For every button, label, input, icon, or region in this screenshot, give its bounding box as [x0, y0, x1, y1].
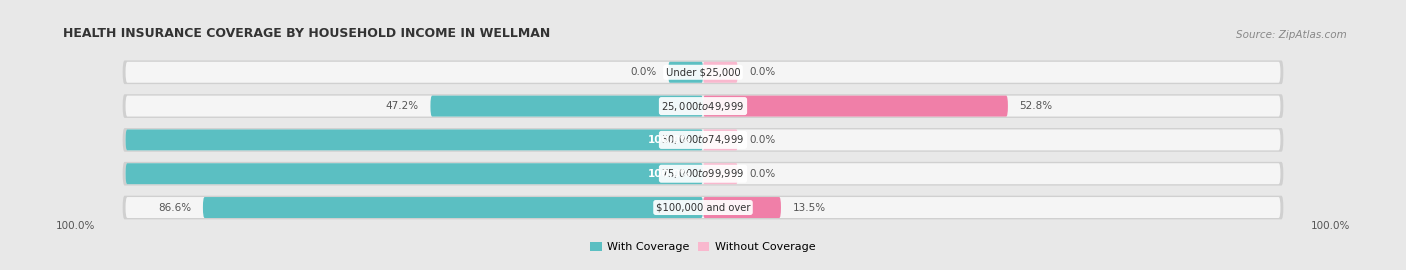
Text: $75,000 to $99,999: $75,000 to $99,999 [661, 167, 745, 180]
Text: 0.0%: 0.0% [630, 67, 657, 77]
Text: 0.0%: 0.0% [749, 67, 776, 77]
FancyBboxPatch shape [125, 62, 1281, 83]
Text: HEALTH INSURANCE COVERAGE BY HOUSEHOLD INCOME IN WELLMAN: HEALTH INSURANCE COVERAGE BY HOUSEHOLD I… [63, 26, 550, 39]
FancyBboxPatch shape [202, 197, 703, 218]
FancyBboxPatch shape [125, 96, 1281, 117]
Text: 0.0%: 0.0% [749, 169, 776, 179]
Text: Under $25,000: Under $25,000 [665, 67, 741, 77]
FancyBboxPatch shape [703, 197, 780, 218]
FancyBboxPatch shape [703, 129, 738, 150]
FancyBboxPatch shape [125, 163, 703, 184]
Legend: With Coverage, Without Coverage: With Coverage, Without Coverage [586, 237, 820, 256]
Text: Source: ZipAtlas.com: Source: ZipAtlas.com [1236, 29, 1347, 39]
Text: 100.0%: 100.0% [648, 135, 692, 145]
Text: 52.8%: 52.8% [1019, 101, 1053, 111]
FancyBboxPatch shape [703, 62, 738, 83]
Text: $25,000 to $49,999: $25,000 to $49,999 [661, 100, 745, 113]
Text: 13.5%: 13.5% [793, 202, 825, 212]
Text: $100,000 and over: $100,000 and over [655, 202, 751, 212]
FancyBboxPatch shape [125, 129, 1281, 150]
FancyBboxPatch shape [125, 129, 703, 150]
Text: 100.0%: 100.0% [1310, 221, 1350, 231]
Text: 47.2%: 47.2% [385, 101, 419, 111]
FancyBboxPatch shape [703, 163, 738, 184]
FancyBboxPatch shape [668, 62, 703, 83]
FancyBboxPatch shape [703, 96, 1008, 117]
Text: 86.6%: 86.6% [159, 202, 191, 212]
FancyBboxPatch shape [122, 128, 1284, 152]
FancyBboxPatch shape [430, 96, 703, 117]
Text: $50,000 to $74,999: $50,000 to $74,999 [661, 133, 745, 146]
FancyBboxPatch shape [125, 197, 1281, 218]
Text: 100.0%: 100.0% [648, 169, 692, 179]
FancyBboxPatch shape [122, 196, 1284, 219]
FancyBboxPatch shape [122, 162, 1284, 185]
Text: 100.0%: 100.0% [56, 221, 96, 231]
FancyBboxPatch shape [122, 94, 1284, 118]
FancyBboxPatch shape [122, 60, 1284, 84]
FancyBboxPatch shape [125, 163, 1281, 184]
Text: 0.0%: 0.0% [749, 135, 776, 145]
